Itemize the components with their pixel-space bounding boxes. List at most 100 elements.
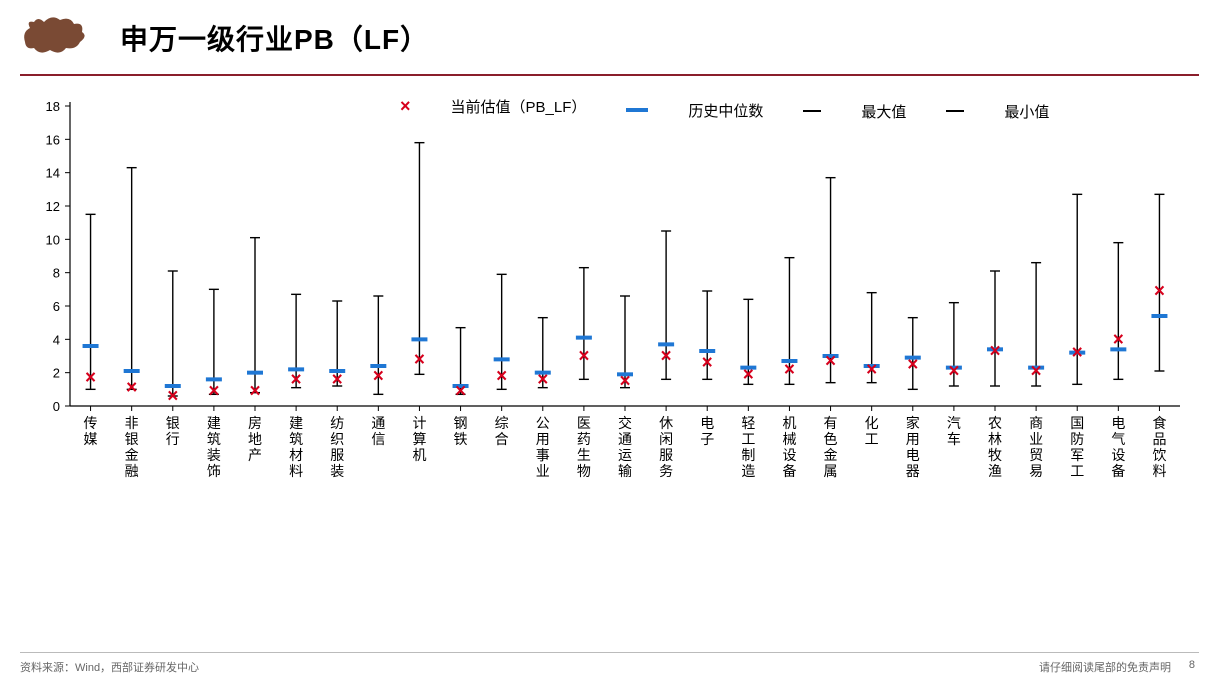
svg-text:建: 建 — [207, 415, 221, 431]
svg-text:×: × — [167, 386, 178, 407]
svg-text:备: 备 — [1111, 463, 1125, 479]
svg-text:4: 4 — [53, 332, 60, 347]
footer-page: 8 — [1189, 659, 1195, 671]
svg-text:×: × — [578, 346, 589, 367]
svg-text:服: 服 — [330, 447, 344, 463]
svg-text:饮: 饮 — [1152, 447, 1166, 463]
svg-text:装: 装 — [330, 463, 344, 479]
svg-text:子: 子 — [700, 431, 714, 447]
pb-range-chart: ×当前估值（PB_LF）历史中位数最大值最小值 024681012141618×… — [30, 96, 1190, 596]
svg-text:休: 休 — [659, 415, 673, 431]
svg-text:8: 8 — [53, 266, 60, 281]
svg-text:16: 16 — [46, 132, 60, 147]
svg-text:14: 14 — [46, 166, 60, 181]
svg-text:×: × — [784, 359, 795, 380]
svg-text:×: × — [332, 369, 343, 390]
svg-text:业: 业 — [1029, 431, 1043, 447]
svg-text:12: 12 — [46, 199, 60, 214]
svg-text:金: 金 — [824, 447, 838, 463]
svg-text:机: 机 — [412, 447, 426, 463]
svg-text:通: 通 — [371, 415, 385, 431]
svg-text:色: 色 — [824, 431, 838, 447]
svg-text:×: × — [619, 371, 630, 392]
svg-text:工: 工 — [741, 431, 755, 447]
svg-text:10: 10 — [46, 232, 60, 247]
svg-text:2: 2 — [53, 366, 60, 381]
svg-text:筑: 筑 — [289, 431, 303, 447]
svg-text:媒: 媒 — [84, 431, 98, 447]
svg-text:林: 林 — [988, 431, 1002, 447]
svg-text:输: 输 — [618, 463, 632, 479]
svg-text:车: 车 — [947, 431, 961, 447]
svg-text:设: 设 — [1111, 447, 1125, 463]
svg-text:属: 属 — [824, 463, 838, 479]
svg-text:铁: 铁 — [454, 431, 468, 447]
svg-text:织: 织 — [330, 431, 344, 447]
svg-text:制: 制 — [741, 447, 755, 463]
svg-text:用: 用 — [536, 431, 550, 447]
svg-text:银: 银 — [125, 431, 139, 447]
svg-text:房: 房 — [248, 415, 262, 431]
legend-item: ×当前估值（PB_LF） — [400, 96, 586, 117]
svg-text:装: 装 — [207, 447, 221, 463]
svg-text:×: × — [537, 369, 548, 390]
footer-source: 资料来源：Wind，西部证券研发中心 — [20, 659, 199, 675]
svg-text:服: 服 — [659, 447, 673, 463]
svg-text:造: 造 — [741, 463, 755, 479]
svg-text:6: 6 — [53, 299, 60, 314]
chart-legend: ×当前估值（PB_LF）历史中位数最大值最小值 — [400, 96, 1089, 118]
svg-text:医: 医 — [577, 415, 591, 431]
svg-text:有: 有 — [824, 415, 838, 431]
svg-text:地: 地 — [248, 431, 262, 447]
brand-logo — [20, 10, 90, 60]
svg-text:饰: 饰 — [207, 463, 221, 479]
svg-text:0: 0 — [53, 399, 60, 414]
svg-text:行: 行 — [166, 431, 180, 447]
svg-text:金: 金 — [125, 447, 139, 463]
footer-disclaimer: 请仔细阅读尾部的免责声明 — [1039, 659, 1171, 675]
svg-text:运: 运 — [618, 447, 632, 463]
legend-item: 最小值 — [946, 101, 1049, 122]
svg-text:材: 材 — [289, 447, 303, 463]
svg-text:备: 备 — [782, 463, 796, 479]
svg-text:物: 物 — [577, 463, 591, 479]
svg-text:×: × — [414, 349, 425, 370]
svg-text:×: × — [743, 364, 754, 385]
svg-text:用: 用 — [906, 431, 920, 447]
svg-text:×: × — [1031, 361, 1042, 382]
svg-text:非: 非 — [125, 415, 139, 431]
svg-text:汽: 汽 — [947, 415, 961, 431]
svg-text:防: 防 — [1070, 431, 1084, 447]
svg-text:融: 融 — [125, 463, 139, 479]
svg-text:业: 业 — [536, 463, 550, 479]
svg-text:工: 工 — [865, 431, 879, 447]
svg-text:品: 品 — [1152, 431, 1166, 447]
svg-text:料: 料 — [289, 463, 303, 479]
svg-text:商: 商 — [1029, 415, 1043, 431]
svg-text:易: 易 — [1029, 463, 1043, 479]
svg-text:公: 公 — [536, 415, 550, 431]
svg-text:工: 工 — [1070, 463, 1084, 479]
svg-text:机: 机 — [782, 415, 796, 431]
svg-text:气: 气 — [1111, 431, 1125, 447]
svg-text:×: × — [1072, 343, 1083, 364]
svg-text:×: × — [661, 346, 672, 367]
svg-text:建: 建 — [289, 415, 303, 431]
page-title: 申万一级行业PB（LF） — [120, 18, 429, 58]
svg-text:×: × — [907, 354, 918, 375]
legend-item: 最大值 — [803, 101, 906, 122]
svg-text:×: × — [989, 341, 1000, 362]
svg-text:产: 产 — [248, 447, 262, 463]
svg-text:信: 信 — [371, 431, 385, 447]
svg-text:电: 电 — [1111, 415, 1125, 431]
svg-text:事: 事 — [536, 447, 550, 463]
svg-text:务: 务 — [659, 463, 673, 479]
svg-text:设: 设 — [782, 447, 796, 463]
svg-text:渔: 渔 — [988, 463, 1002, 479]
svg-text:电: 电 — [700, 415, 714, 431]
svg-text:纺: 纺 — [330, 415, 344, 431]
svg-text:器: 器 — [906, 463, 920, 479]
svg-text:交: 交 — [618, 415, 632, 431]
svg-text:军: 军 — [1070, 447, 1084, 463]
svg-text:钢: 钢 — [454, 415, 468, 431]
